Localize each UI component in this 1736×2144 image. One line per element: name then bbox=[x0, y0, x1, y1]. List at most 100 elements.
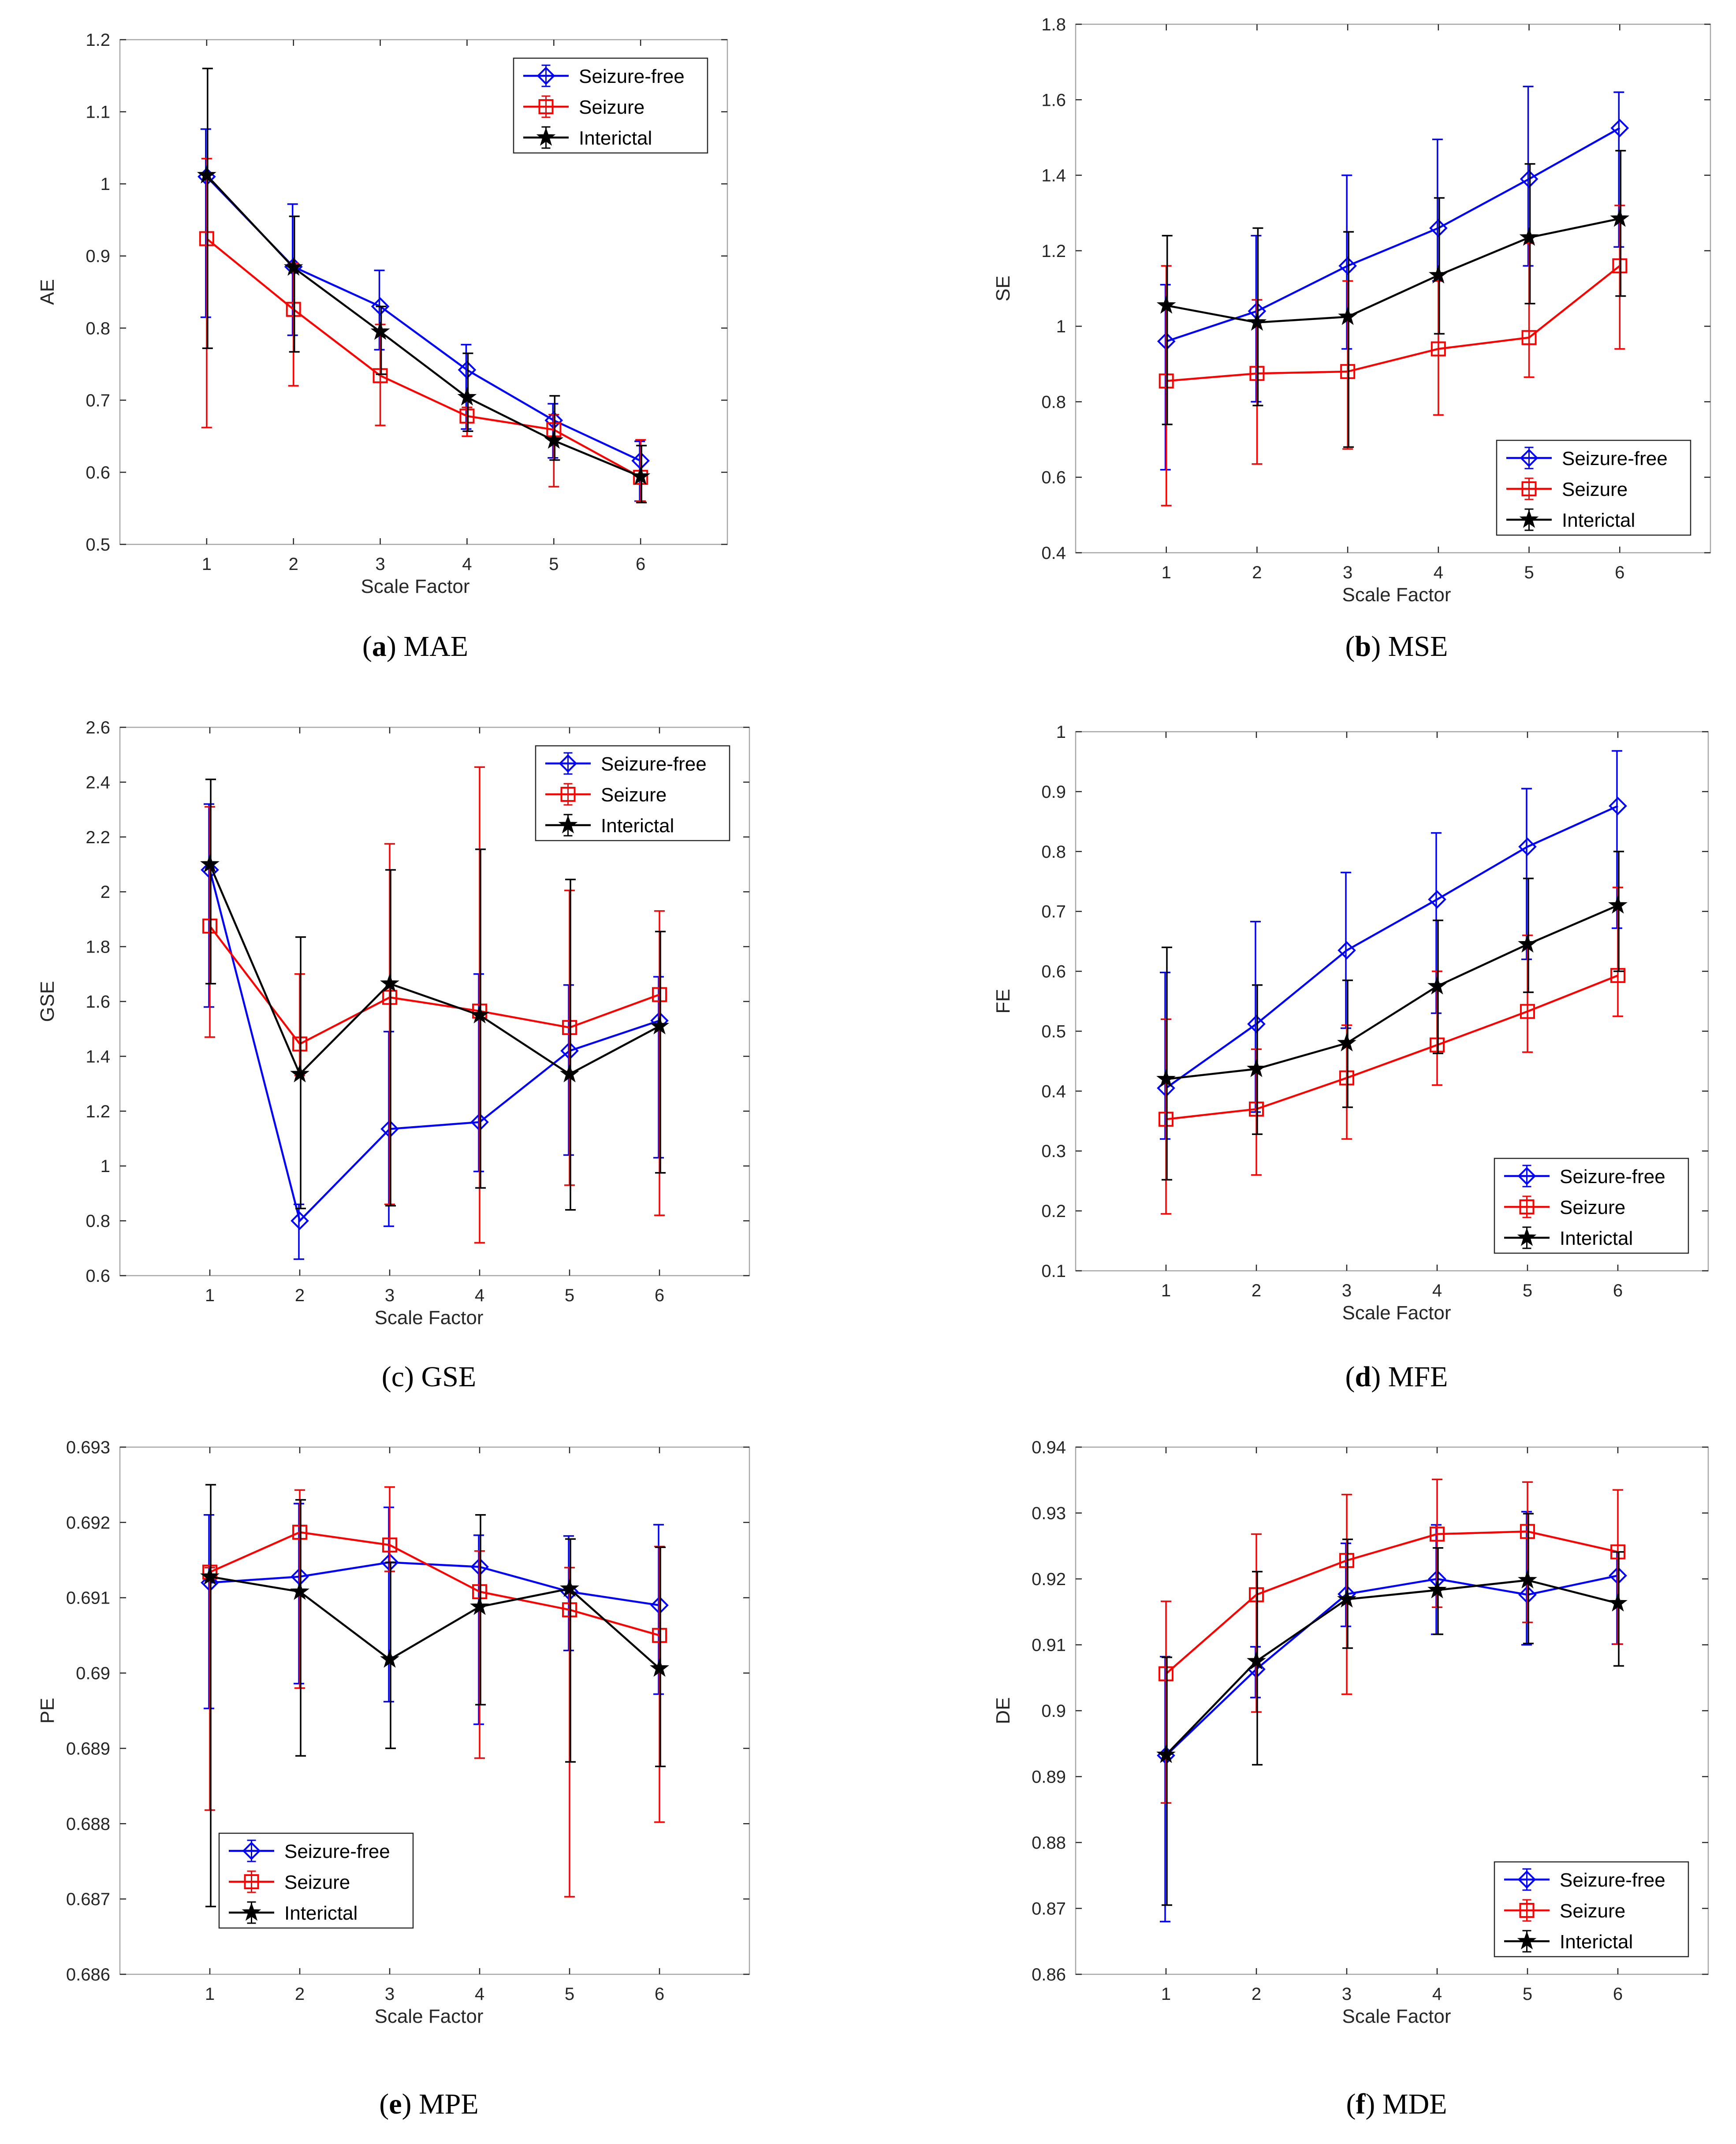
data-point bbox=[1429, 219, 1448, 238]
y-tick-label: 0.86 bbox=[1032, 1965, 1066, 1984]
x-tick-label: 3 bbox=[1342, 1281, 1352, 1300]
x-tick-label: 2 bbox=[289, 555, 298, 574]
y-tick-label: 0.4 bbox=[1041, 1082, 1066, 1101]
x-tick-label: 2 bbox=[295, 1286, 305, 1305]
series-interictal bbox=[1156, 150, 1630, 448]
data-point bbox=[1430, 1526, 1445, 1542]
y-tick-label: 0.69 bbox=[76, 1664, 110, 1683]
panel-caption: (e) MPE bbox=[379, 2088, 478, 2120]
data-point bbox=[200, 1566, 220, 1585]
x-tick-label: 5 bbox=[1523, 1281, 1532, 1300]
data-point bbox=[1428, 265, 1448, 284]
data-point bbox=[199, 231, 214, 246]
data-point bbox=[457, 387, 477, 406]
series-line bbox=[1166, 904, 1618, 1080]
y-tick-label: 0.94 bbox=[1032, 1438, 1066, 1457]
x-tick-label: 5 bbox=[1523, 1984, 1532, 2004]
legend: Seizure-free Seizure Interictal bbox=[1494, 1158, 1689, 1254]
data-point bbox=[1156, 1745, 1176, 1763]
legend-marker bbox=[1520, 449, 1539, 467]
data-point bbox=[1521, 330, 1537, 345]
data-point bbox=[1156, 295, 1176, 314]
series-line bbox=[1166, 975, 1618, 1120]
legend-marker bbox=[242, 1842, 261, 1860]
legend-marker bbox=[560, 787, 576, 802]
data-point bbox=[1610, 119, 1629, 138]
data-point bbox=[1249, 1587, 1264, 1602]
series-line bbox=[209, 1531, 660, 1637]
data-point bbox=[1337, 941, 1356, 960]
y-tick-label: 1 bbox=[1056, 722, 1066, 742]
legend-marker bbox=[1521, 481, 1537, 496]
x-tick-label: 1 bbox=[1161, 1984, 1171, 2004]
series-line bbox=[1166, 127, 1621, 342]
y-tick-label: 0.2 bbox=[1041, 1202, 1066, 1221]
x-tick-label: 3 bbox=[1343, 563, 1352, 582]
data-point bbox=[1608, 1593, 1628, 1612]
legend-entry: Seizure bbox=[1562, 479, 1628, 500]
data-point bbox=[631, 466, 651, 485]
y-tick-label: 0.689 bbox=[66, 1739, 110, 1758]
x-tick-label: 2 bbox=[1252, 563, 1262, 582]
x-tick-label: 4 bbox=[462, 555, 472, 574]
data-point bbox=[1249, 1102, 1264, 1117]
series-line bbox=[1166, 217, 1620, 324]
y-tick-label: 0.5 bbox=[1041, 1022, 1066, 1041]
data-point bbox=[650, 1016, 669, 1035]
data-point bbox=[1337, 1589, 1356, 1608]
y-tick-label: 1.2 bbox=[86, 1102, 110, 1121]
series-seizure bbox=[202, 766, 667, 1244]
data-point bbox=[380, 973, 399, 992]
series-interictal bbox=[200, 1484, 669, 1907]
series-line bbox=[206, 238, 641, 478]
x-tick-label: 4 bbox=[475, 1984, 484, 2004]
data-point bbox=[1609, 797, 1627, 815]
legend-entry: Seizure-free bbox=[1562, 448, 1668, 469]
data-point bbox=[562, 1020, 577, 1035]
data-point bbox=[1427, 1580, 1447, 1599]
legend-entry: Seizure-free bbox=[1560, 1869, 1665, 1891]
x-tick-label: 5 bbox=[565, 1286, 574, 1305]
legend-entry: Interictal bbox=[1562, 510, 1635, 531]
panel-caption: (b) MSE bbox=[1345, 630, 1448, 663]
series-line bbox=[209, 1575, 660, 1669]
x-tick-label: 6 bbox=[1613, 1984, 1623, 2004]
data-point bbox=[544, 430, 564, 449]
series-line bbox=[1165, 805, 1618, 1089]
y-tick-label: 0.693 bbox=[66, 1438, 110, 1457]
data-point bbox=[1340, 364, 1356, 379]
y-tick-label: 2 bbox=[101, 882, 110, 902]
chart-c: 0.6 0.8 1 1.2 1.4 1.6 1.8 2 2.2 2.4 2.6 1 2 3 4 5 6 Scale… bbox=[37, 718, 750, 1393]
legend-entry: Seizure bbox=[284, 1872, 350, 1893]
y-tick-label: 0.8 bbox=[86, 1212, 110, 1231]
data-point bbox=[470, 1005, 489, 1024]
x-tick-label: 6 bbox=[636, 555, 645, 574]
data-point bbox=[470, 1597, 489, 1615]
legend-entry: Interictal bbox=[284, 1902, 358, 1924]
y-tick-label: 0.9 bbox=[1041, 782, 1066, 802]
legend-entry: Seizure-free bbox=[1560, 1166, 1665, 1187]
data-point bbox=[202, 918, 217, 934]
legend-marker bbox=[1519, 509, 1539, 528]
data-point bbox=[370, 321, 390, 340]
data-point bbox=[1610, 1544, 1625, 1560]
x-axis-label: Scale Factor bbox=[375, 2006, 484, 2027]
y-axis-label: GSE bbox=[37, 981, 58, 1022]
chart-a: 0.5 0.6 0.7 0.8 0.9 1 1.1 1.2 1 2 3 4 5 6 Scale Factor… bbox=[37, 30, 728, 663]
data-point bbox=[1430, 1037, 1445, 1053]
y-tick-label: 0.691 bbox=[66, 1589, 110, 1608]
x-tick-label: 5 bbox=[565, 1984, 574, 2004]
y-tick-label: 1.1 bbox=[86, 103, 110, 122]
data-point bbox=[1339, 1553, 1354, 1568]
data-point bbox=[197, 165, 216, 184]
y-tick-label: 1.8 bbox=[86, 938, 110, 957]
y-tick-label: 0.7 bbox=[86, 391, 110, 410]
x-tick-label: 4 bbox=[1432, 1984, 1442, 2004]
y-tick-label: 0.3 bbox=[1041, 1142, 1066, 1161]
data-point bbox=[1520, 170, 1539, 188]
x-axis-label: Scale Factor bbox=[375, 1307, 484, 1329]
y-tick-label: 0.8 bbox=[86, 319, 110, 338]
data-point bbox=[1520, 1004, 1535, 1019]
x-tick-label: 2 bbox=[1252, 1984, 1261, 2004]
legend-marker bbox=[1517, 1931, 1537, 1950]
